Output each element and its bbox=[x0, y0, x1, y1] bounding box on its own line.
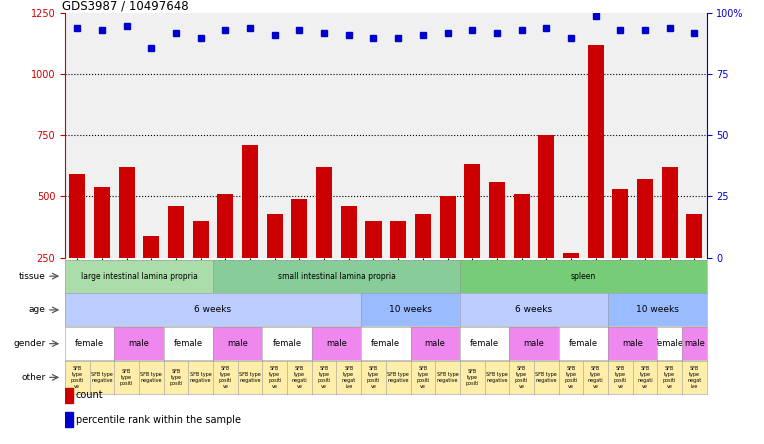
Text: female: female bbox=[75, 339, 104, 348]
Text: 6 weeks: 6 weeks bbox=[195, 305, 231, 314]
Bar bbox=[612, 189, 628, 258]
Text: male: male bbox=[326, 339, 347, 348]
Text: spleen: spleen bbox=[571, 272, 596, 281]
Bar bbox=[513, 194, 529, 258]
Bar bbox=[637, 179, 653, 258]
Text: male: male bbox=[227, 339, 248, 348]
Text: SFB type
negative: SFB type negative bbox=[536, 372, 557, 383]
Bar bbox=[686, 214, 702, 258]
Bar bbox=[65, 412, 73, 427]
Bar bbox=[365, 221, 381, 258]
Text: other: other bbox=[21, 373, 46, 382]
Text: SFB type
negative: SFB type negative bbox=[486, 372, 508, 383]
Bar bbox=[465, 163, 481, 258]
Text: SFB
type
positi
ve: SFB type positi ve bbox=[613, 366, 627, 388]
Text: gender: gender bbox=[14, 339, 46, 348]
Bar bbox=[291, 199, 307, 258]
Text: SFB
type
positi
ve: SFB type positi ve bbox=[416, 366, 429, 388]
Text: SFB
type
positi
ve: SFB type positi ve bbox=[268, 366, 281, 388]
Text: SFB
type
positi: SFB type positi bbox=[465, 369, 479, 386]
Text: SFB
type
negati
ve: SFB type negati ve bbox=[292, 366, 307, 388]
Text: percentile rank within the sample: percentile rank within the sample bbox=[76, 415, 241, 425]
Text: male: male bbox=[128, 339, 150, 348]
Text: male: male bbox=[425, 339, 445, 348]
Text: SFB type
negative: SFB type negative bbox=[91, 372, 113, 383]
Text: SFB
type
positi
ve: SFB type positi ve bbox=[367, 366, 380, 388]
Bar bbox=[70, 174, 86, 258]
Text: SFB
type
positi
ve: SFB type positi ve bbox=[219, 366, 232, 388]
Bar bbox=[390, 221, 406, 258]
Text: SFB
type
positi
ve: SFB type positi ve bbox=[565, 366, 578, 388]
Text: female: female bbox=[173, 339, 203, 348]
Text: GDS3987 / 10497648: GDS3987 / 10497648 bbox=[62, 0, 189, 12]
Text: SFB type
negative: SFB type negative bbox=[437, 372, 458, 383]
Text: SFB
type
positi
ve: SFB type positi ve bbox=[317, 366, 331, 388]
Text: female: female bbox=[470, 339, 499, 348]
Text: SFB
type
positi
ve: SFB type positi ve bbox=[70, 366, 84, 388]
Text: SFB
type
negati
ve: SFB type negati ve bbox=[588, 366, 604, 388]
Bar bbox=[439, 197, 455, 258]
Text: female: female bbox=[655, 339, 685, 348]
Text: male: male bbox=[622, 339, 643, 348]
Bar bbox=[662, 167, 678, 258]
Bar bbox=[341, 206, 357, 258]
Text: large intestinal lamina propria: large intestinal lamina propria bbox=[80, 272, 197, 281]
Bar bbox=[168, 206, 184, 258]
Bar bbox=[489, 182, 505, 258]
Text: 10 weeks: 10 weeks bbox=[389, 305, 432, 314]
Text: male: male bbox=[684, 339, 705, 348]
Text: female: female bbox=[568, 339, 598, 348]
Text: age: age bbox=[29, 305, 46, 314]
Bar bbox=[539, 135, 555, 258]
Bar bbox=[267, 214, 283, 258]
Text: female: female bbox=[273, 339, 302, 348]
Text: female: female bbox=[371, 339, 400, 348]
Text: 6 weeks: 6 weeks bbox=[516, 305, 552, 314]
Text: 10 weeks: 10 weeks bbox=[636, 305, 678, 314]
Text: SFB
type
negati
ve: SFB type negati ve bbox=[637, 366, 652, 388]
Bar bbox=[94, 187, 110, 258]
Text: SFB type
negative: SFB type negative bbox=[387, 372, 409, 383]
Bar bbox=[218, 194, 234, 258]
Text: SFB
type
negat
ive: SFB type negat ive bbox=[342, 366, 356, 388]
Bar bbox=[415, 214, 431, 258]
Bar bbox=[588, 45, 604, 258]
Text: tissue: tissue bbox=[19, 272, 46, 281]
Bar bbox=[65, 388, 73, 403]
Text: male: male bbox=[523, 339, 545, 348]
Bar bbox=[144, 236, 160, 258]
Text: SFB type
negative: SFB type negative bbox=[239, 372, 261, 383]
Text: SFB
type
positi: SFB type positi bbox=[170, 369, 183, 386]
Bar bbox=[242, 145, 258, 258]
Text: SFB type
negative: SFB type negative bbox=[189, 372, 212, 383]
Text: count: count bbox=[76, 390, 104, 400]
Bar bbox=[316, 167, 332, 258]
Text: small intestinal lamina propria: small intestinal lamina propria bbox=[277, 272, 396, 281]
Bar bbox=[193, 221, 209, 258]
Text: SFB
type
negat
ive: SFB type negat ive bbox=[688, 366, 701, 388]
Bar bbox=[563, 253, 579, 258]
Bar bbox=[118, 167, 134, 258]
Text: SFB
type
positi
ve: SFB type positi ve bbox=[515, 366, 528, 388]
Text: SFB
type
positi: SFB type positi bbox=[120, 369, 134, 386]
Text: SFB
type
positi
ve: SFB type positi ve bbox=[663, 366, 676, 388]
Text: SFB type
negative: SFB type negative bbox=[141, 372, 162, 383]
